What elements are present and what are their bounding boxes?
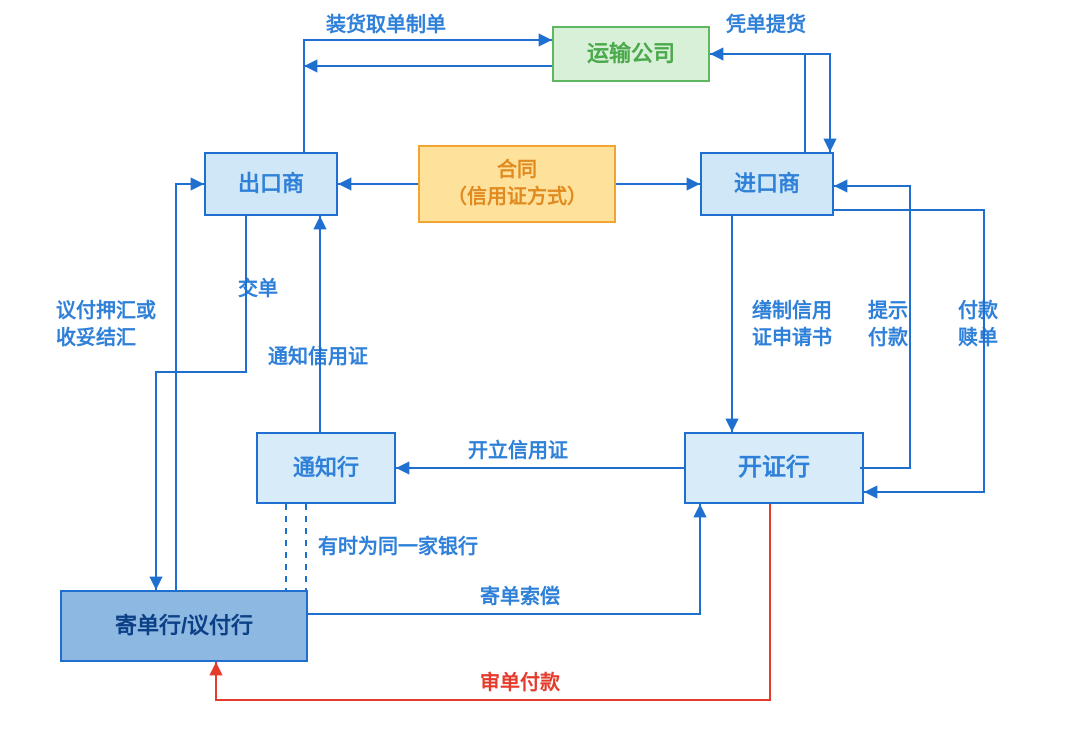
node-remitting: 寄单行/议付行	[60, 590, 308, 662]
label-audit-pay: 审单付款	[480, 670, 560, 697]
label-present-pay: 提示 付款	[868, 298, 908, 352]
edge-exporter-to-remitting-docs	[156, 216, 246, 590]
label-apply-lc: 缮制信用 证申请书	[752, 298, 832, 352]
node-importer: 进口商	[700, 152, 834, 216]
edge-transport-to-importer	[710, 54, 830, 152]
node-contract: 合同 （信用证方式）	[418, 145, 616, 223]
label-nego: 议付押汇或 收妥结汇	[56, 298, 156, 352]
label-load-ship: 装货取单制单	[326, 12, 446, 39]
label-submit-docs: 交单	[238, 276, 278, 303]
node-transport: 运输公司	[552, 26, 710, 82]
node-advising: 通知行	[256, 432, 396, 504]
label-pay-redeem: 付款 赎单	[958, 298, 998, 352]
label-same-bank: 有时为同一家银行	[318, 534, 478, 561]
label-open-lc: 开立信用证	[468, 438, 568, 465]
edge-transport-to-importer-back	[710, 54, 805, 152]
label-pickup: 凭单提货	[726, 12, 806, 39]
node-issuing: 开证行	[684, 432, 864, 504]
edge-exp-to-transport-load	[304, 40, 552, 152]
edge-remitting-to-exporter-nego	[176, 184, 204, 590]
node-exporter: 出口商	[204, 152, 338, 216]
label-notify-lc: 通知信用证	[268, 344, 368, 371]
label-remit-claim: 寄单索偿	[480, 584, 560, 611]
